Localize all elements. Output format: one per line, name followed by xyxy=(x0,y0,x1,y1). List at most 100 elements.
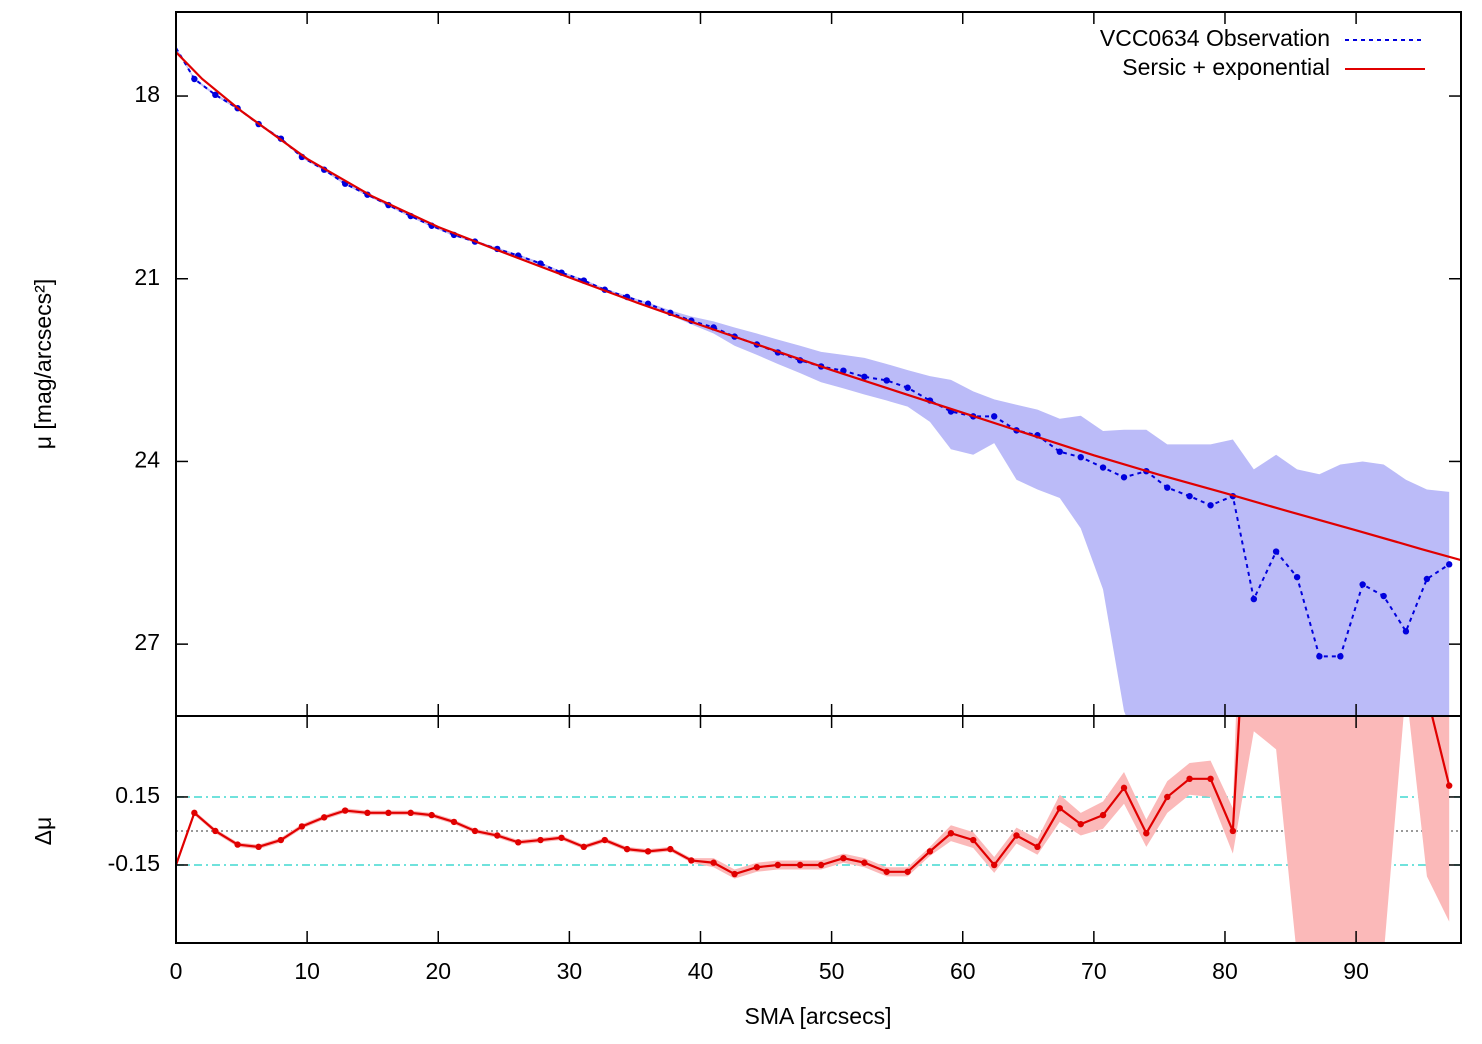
data-point xyxy=(1056,448,1063,455)
data-point xyxy=(861,373,868,380)
y-tick-label: 21 xyxy=(134,264,160,290)
data-point xyxy=(688,857,695,864)
bottom-frame xyxy=(175,715,1462,944)
y-tick-label: 0.15 xyxy=(115,782,160,808)
x-tick-label: 10 xyxy=(294,958,320,984)
y-tick-label: -0.15 xyxy=(108,850,160,876)
data-point xyxy=(947,830,955,837)
data-point xyxy=(970,836,977,844)
data-point xyxy=(1337,340,1343,346)
data-point xyxy=(601,836,608,844)
data-point xyxy=(1229,827,1237,835)
data-point xyxy=(623,845,631,853)
data-point xyxy=(494,832,501,839)
data-point xyxy=(1207,502,1214,509)
x-tick-label: 50 xyxy=(819,958,845,984)
data-point xyxy=(537,836,544,844)
x-tick-label: 40 xyxy=(688,958,714,984)
data-point xyxy=(191,75,198,83)
data-point xyxy=(471,827,479,835)
x-tick-label: 20 xyxy=(425,958,451,984)
x-tick-label: 70 xyxy=(1081,958,1107,984)
data-point xyxy=(1186,775,1193,783)
data-point xyxy=(667,845,674,853)
data-point xyxy=(731,870,738,878)
x-axis-label: SMA [arcsecs] xyxy=(745,1003,892,1029)
data-point xyxy=(1056,805,1063,812)
legend-label: Sersic + exponential xyxy=(1122,54,1330,80)
plot-layer: 18 21 24 27 VCC0634 Observation Sersic + expo… xyxy=(108,12,1461,984)
data-point xyxy=(1402,628,1410,635)
data-point xyxy=(277,836,285,844)
data-point xyxy=(212,827,219,835)
x-tick-label: 30 xyxy=(557,958,583,984)
data-point xyxy=(644,848,652,855)
data-point xyxy=(1120,474,1128,481)
data-point xyxy=(1164,793,1171,801)
data-point xyxy=(1099,811,1107,819)
data-point xyxy=(774,861,782,869)
data-point xyxy=(1251,456,1257,462)
data-point xyxy=(1359,581,1366,588)
data-point xyxy=(1316,653,1323,660)
data-point xyxy=(298,823,306,830)
data-point xyxy=(840,854,847,862)
data-point xyxy=(1293,573,1301,581)
data-point xyxy=(1445,561,1453,568)
data-point xyxy=(904,384,911,391)
data-point xyxy=(1034,843,1041,851)
error-band xyxy=(176,46,1450,716)
data-point xyxy=(191,809,198,817)
data-point xyxy=(341,807,349,814)
data-point xyxy=(255,843,262,851)
data-point xyxy=(991,861,998,869)
y-axis-label: Δμ xyxy=(30,817,56,846)
data-point xyxy=(1337,653,1344,660)
data-point xyxy=(407,809,414,817)
data-point xyxy=(234,841,241,848)
data-point xyxy=(883,868,890,875)
data-point xyxy=(364,809,371,817)
y-tick-label: 24 xyxy=(134,447,160,473)
legend-label: VCC0634 Observation xyxy=(1100,25,1330,51)
data-point xyxy=(1099,464,1107,471)
panel-clip xyxy=(176,340,1461,943)
data-point xyxy=(926,848,934,855)
data-point xyxy=(1380,592,1387,600)
y-tick-label: 27 xyxy=(134,629,160,655)
data-point xyxy=(212,91,219,99)
y-tick-label: 18 xyxy=(134,81,160,107)
x-tick-label: 80 xyxy=(1212,958,1238,984)
data-point xyxy=(1445,782,1453,789)
data-point xyxy=(1143,830,1150,837)
data-point xyxy=(1207,775,1214,783)
data-point xyxy=(515,839,522,846)
x-tick-label: 0 xyxy=(170,958,183,984)
data-point xyxy=(1120,784,1128,792)
data-point xyxy=(450,818,458,826)
data-point xyxy=(796,861,804,869)
data-point xyxy=(580,843,587,851)
data-point xyxy=(558,834,565,841)
data-line xyxy=(176,51,1461,562)
data-point xyxy=(753,864,761,871)
data-point xyxy=(861,859,868,866)
y-axis-label: μ [mag/arcsecs²] xyxy=(30,279,56,449)
data-point xyxy=(991,413,998,420)
x-tick-label: 90 xyxy=(1343,958,1369,984)
data-point xyxy=(1164,484,1171,491)
data-point xyxy=(883,377,890,384)
data-point xyxy=(428,811,435,819)
data-point xyxy=(710,859,717,866)
data-point xyxy=(385,809,392,817)
data-point xyxy=(1186,492,1193,500)
data-point xyxy=(1077,453,1084,461)
panel-clip xyxy=(176,46,1461,716)
data-point xyxy=(1272,548,1280,555)
data-point xyxy=(904,868,911,875)
x-tick-label: 60 xyxy=(950,958,976,984)
data-point xyxy=(320,814,328,821)
data-line xyxy=(176,716,1451,876)
data-point xyxy=(1013,832,1020,839)
